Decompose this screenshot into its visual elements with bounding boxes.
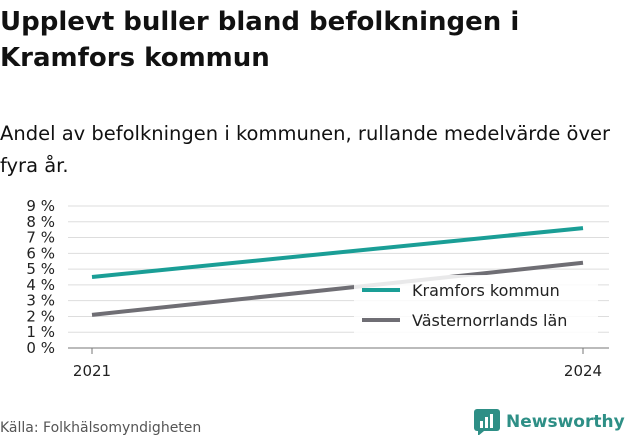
chart-legend: Kramfors kommun Västernorrlands län <box>354 275 598 343</box>
y-tick-label: 0 % <box>26 339 55 357</box>
x-tick-label: 2021 <box>73 362 111 380</box>
y-tick-label: 6 % <box>26 244 55 262</box>
chart-title: Upplevt buller bland befolkningen i Kram… <box>0 7 520 73</box>
series-line <box>91 226 584 279</box>
y-tick-label: 9 % <box>26 197 55 215</box>
y-tick-label: 2 % <box>26 307 55 325</box>
series-line <box>91 260 584 317</box>
chart-subtitle: Andel av befolkningen i kommunen, rullan… <box>0 122 611 177</box>
y-tick-label: 8 % <box>26 213 55 231</box>
newsworthy-logo: Newsworthy <box>474 409 625 435</box>
line-chart: 0 %1 %2 %3 %4 %5 %6 %7 %8 %9 % 2021 2024 … <box>26 197 609 380</box>
series-lines <box>91 226 584 317</box>
bar-chart-logo-icon <box>474 409 500 435</box>
legend-label: Västernorrlands län <box>412 311 567 330</box>
y-tick-label: 3 % <box>26 292 55 310</box>
x-axis-ticks: 2021 2024 <box>73 348 602 380</box>
legend-background <box>354 275 598 343</box>
y-tick-label: 4 % <box>26 276 55 294</box>
legend-label: Kramfors kommun <box>412 281 560 300</box>
brand-name: Newsworthy <box>506 412 625 432</box>
y-tick-label: 5 % <box>26 260 55 278</box>
source-note: Källa: Folkhälsomyndigheten <box>0 420 202 436</box>
y-tick-label: 1 % <box>26 323 55 341</box>
x-tick-label: 2024 <box>564 362 602 380</box>
y-axis-ticks: 0 %1 %2 %3 %4 %5 %6 %7 %8 %9 % <box>26 197 55 357</box>
y-tick-label: 7 % <box>26 229 55 247</box>
